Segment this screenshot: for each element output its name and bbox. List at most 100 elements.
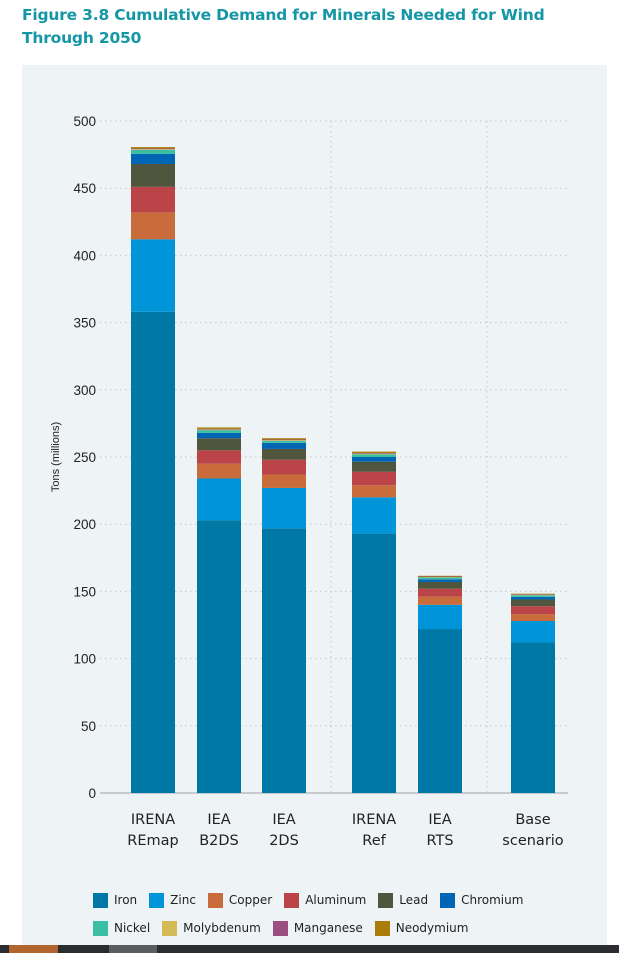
bar-segment-manganese — [131, 148, 175, 150]
y-tick-label: 100 — [73, 652, 96, 667]
legend-label: Chromium — [461, 893, 524, 907]
bar-segment-zinc — [197, 478, 241, 521]
x-tick-label: Ref — [362, 833, 386, 849]
bar-segment-copper — [131, 212, 175, 240]
legend-label: Nickel — [114, 921, 151, 935]
bar-segment-chromium — [418, 579, 462, 582]
legend-swatch — [93, 892, 108, 908]
legend-item-lead: Lead — [378, 892, 429, 908]
x-tick-label: RTS — [426, 833, 453, 849]
bar-segment-aluminum — [352, 471, 396, 486]
stacked-bar-chart: 0 50 100 150 200 250 300 350 400 450 500 Tons (mil… — [50, 114, 568, 849]
bar-segment-iron — [131, 311, 175, 793]
bar-stack — [262, 438, 306, 793]
legend-item-chromium: Chromium — [440, 892, 524, 908]
footer-tab-gray — [109, 945, 157, 953]
bar-segment-neodymium — [197, 427, 241, 429]
bar-segment-zinc — [262, 487, 306, 529]
bar-segment-nickel — [131, 149, 175, 154]
bar-segment-aluminum — [131, 186, 175, 213]
legend-label: Lead — [399, 893, 429, 907]
legend-item-molybdenum: Molybdenum — [162, 920, 261, 936]
bar-segment-iron — [511, 642, 555, 793]
y-tick-label: 400 — [73, 248, 96, 263]
bar-segment-iron — [418, 629, 462, 793]
bar-segment-lead — [197, 438, 241, 451]
bar-segment-nickel — [418, 577, 462, 580]
y-tick-label: 450 — [73, 181, 96, 196]
y-tick-label: 250 — [73, 450, 96, 465]
bar-segment-aluminum — [511, 606, 555, 615]
bar-segment-manganese — [262, 439, 306, 441]
bar-segment-molybdenum — [511, 594, 555, 596]
y-tick-label: 300 — [73, 383, 96, 398]
bar-segment-molybdenum — [352, 453, 396, 455]
legend-swatch — [378, 892, 394, 908]
bar-segment-chromium — [262, 442, 306, 449]
bar-segment-lead — [131, 164, 175, 187]
legend-label: Zinc — [170, 893, 196, 907]
bar-segment-chromium — [131, 153, 175, 165]
y-tick-label: 350 — [73, 316, 96, 331]
x-tick-label: scenario — [502, 833, 564, 849]
figure-title: Figure 3.8 Cumulative Demand for Mineral… — [22, 6, 545, 47]
bar-segment-aluminum — [418, 588, 462, 597]
y-tick-label: 150 — [73, 584, 96, 599]
bar-segment-nickel — [511, 595, 555, 597]
bar-segment-lead — [511, 599, 555, 607]
bar-stack — [511, 593, 555, 793]
chart-panel — [22, 65, 607, 945]
bar-segment-neodymium — [131, 147, 175, 149]
bar-segment-copper — [418, 596, 462, 605]
legend-item-neodymium: Neodymium — [374, 920, 469, 936]
legend-swatch — [272, 920, 288, 936]
x-tick-label: 2DS — [269, 833, 299, 849]
y-tick-label: 50 — [81, 719, 96, 734]
bar-segment-aluminum — [262, 459, 306, 475]
bar-segment-molybdenum — [418, 576, 462, 578]
legend-swatch — [440, 892, 456, 908]
bar-segment-chromium — [197, 432, 241, 439]
bar-segment-zinc — [131, 239, 175, 312]
x-tick-label: IRENA — [131, 812, 175, 828]
legend-row: Iron Zinc Copper Aluminum Lead Chromium — [93, 886, 573, 914]
bar-segment-molybdenum — [197, 429, 241, 431]
bar-segment-manganese — [197, 428, 241, 430]
bar-segment-molybdenum — [131, 149, 175, 150]
y-tick-label: 0 — [88, 786, 96, 801]
legend-label: Manganese — [293, 921, 363, 935]
bar-segment-lead — [262, 448, 306, 460]
bar-stack — [352, 451, 396, 793]
bar-segment-nickel — [352, 454, 396, 457]
footer-tab-accent — [9, 945, 58, 953]
bar-segment-iron — [352, 533, 396, 793]
bar-segment-manganese — [511, 594, 555, 595]
legend-item-zinc: Zinc — [149, 892, 196, 908]
x-tick-label: IEA — [428, 812, 451, 828]
bar-segment-chromium — [511, 596, 555, 600]
bar-segment-copper — [511, 614, 555, 621]
bar-segment-manganese — [352, 452, 396, 454]
y-axis-ticks: 0 50 100 150 200 250 300 350 400 450 500 — [73, 114, 96, 801]
x-tick-label: IRENA — [352, 812, 396, 828]
bar-segment-zinc — [352, 497, 396, 534]
legend-swatch — [162, 920, 178, 936]
bar-segment-aluminum — [197, 450, 241, 464]
legend: Iron Zinc Copper Aluminum Lead Chromium Nickel… — [93, 886, 573, 942]
x-tick-label: Base — [515, 812, 550, 828]
bar-segment-neodymium — [418, 575, 462, 577]
bar-segment-neodymium — [511, 593, 555, 595]
legend-item-iron: Iron — [93, 892, 137, 908]
y-tick-label: 500 — [73, 114, 96, 129]
bar-segment-zinc — [511, 620, 555, 643]
bar-segment-manganese — [418, 576, 462, 577]
x-tick-label: REmap — [127, 833, 178, 849]
legend-row: Nickel Molybdenum Manganese Neodymium — [93, 914, 573, 942]
legend-swatch — [149, 892, 165, 908]
legend-item-copper: Copper — [207, 892, 272, 908]
legend-label: Neodymium — [395, 921, 469, 935]
legend-label: Molybdenum — [183, 921, 261, 935]
legend-item-manganese: Manganese — [272, 920, 363, 936]
bar-segment-copper — [197, 463, 241, 479]
legend-swatch — [207, 892, 223, 908]
